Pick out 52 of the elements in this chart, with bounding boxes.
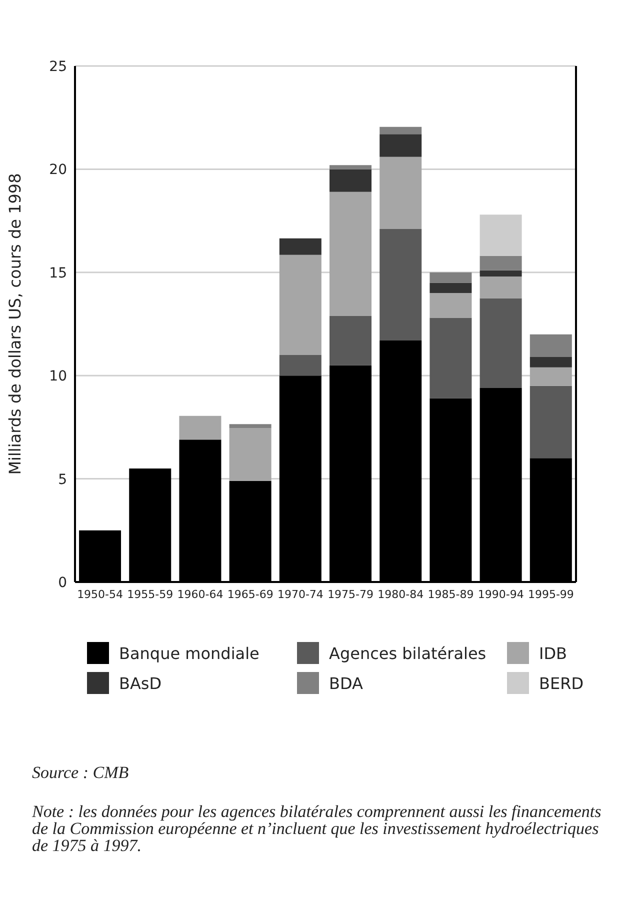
x-tick-label: 1960-64 bbox=[177, 588, 224, 601]
bar bbox=[380, 134, 422, 157]
bar bbox=[330, 165, 372, 170]
x-tick-label: 1970-74 bbox=[277, 588, 324, 601]
y-tick-label: 25 bbox=[49, 58, 67, 75]
y-tick-label: 15 bbox=[49, 265, 67, 282]
legend-label: IDB bbox=[539, 644, 568, 662]
y-tick-label: 5 bbox=[58, 472, 67, 488]
bar bbox=[380, 229, 422, 341]
legend-label: Agences bilatérales bbox=[329, 644, 486, 662]
source-note: Source : CMB bbox=[32, 763, 130, 782]
x-tick-label: 1965-69 bbox=[227, 588, 274, 601]
x-tick-label: 1975-79 bbox=[328, 588, 374, 601]
bar bbox=[530, 357, 572, 368]
x-tick-label: 1985-89 bbox=[428, 588, 474, 601]
bar bbox=[229, 428, 272, 481]
legend-label: BERD bbox=[539, 674, 584, 692]
bar bbox=[229, 424, 272, 428]
y-tick-label: 0 bbox=[58, 574, 67, 591]
x-tick-label: 1955-59 bbox=[127, 588, 174, 601]
bar bbox=[279, 254, 322, 355]
bar bbox=[430, 293, 472, 318]
x-tick-label: 1990-94 bbox=[478, 588, 524, 601]
y-axis-title: Milliards de dollars US, cours de 1998 bbox=[6, 173, 25, 475]
bar bbox=[480, 276, 522, 298]
bar bbox=[530, 367, 572, 386]
bar bbox=[430, 282, 472, 294]
legend-label: BAsD bbox=[119, 674, 162, 692]
x-tick-label: 1980-84 bbox=[378, 588, 424, 601]
text: Note : les données pour les agences bilatérales comprennent aussi les financements de la Commission européenne et n’incluent que les investissement hydroélectriques de 1975 à 1997. bbox=[32, 802, 602, 855]
legend-label: BDA bbox=[329, 674, 363, 692]
y-tick-label: 10 bbox=[49, 368, 67, 385]
bar bbox=[179, 416, 222, 440]
bar bbox=[279, 354, 322, 376]
bar bbox=[330, 316, 372, 366]
bar bbox=[380, 126, 422, 134]
legend-label: Banque mondiale bbox=[119, 644, 260, 662]
y-tick-label: 20 bbox=[49, 162, 67, 178]
bar bbox=[530, 334, 572, 358]
bar bbox=[380, 156, 422, 230]
bar bbox=[330, 169, 372, 192]
bar bbox=[480, 256, 522, 270]
bar bbox=[480, 270, 522, 277]
x-tick-label: 1995-99 bbox=[528, 588, 574, 601]
bar bbox=[480, 214, 522, 256]
bar bbox=[430, 318, 472, 398]
bar bbox=[480, 298, 522, 388]
bar bbox=[279, 238, 322, 255]
x-tick-label: 1950-54 bbox=[77, 588, 124, 601]
bar bbox=[430, 272, 472, 283]
bar bbox=[530, 386, 572, 458]
bar bbox=[330, 192, 372, 316]
